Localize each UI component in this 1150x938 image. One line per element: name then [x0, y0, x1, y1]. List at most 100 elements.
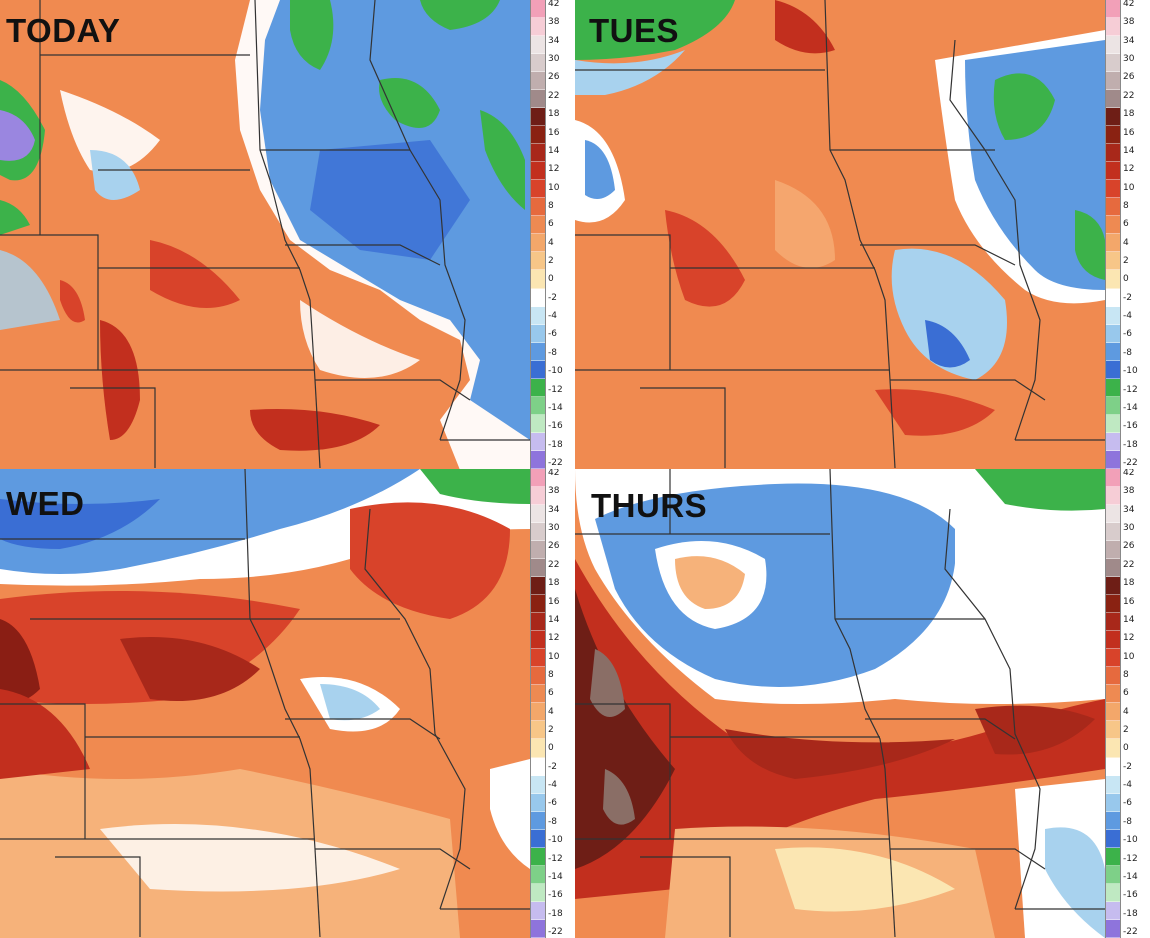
colorbar-swatch — [1106, 54, 1120, 73]
colorbar: 42 38 34 30 26 22 18 16 14 12 10 8 6 4 2 0 -2 -4 -6 -8 -10 -1… — [1105, 469, 1150, 938]
colorbar-swatch — [531, 180, 545, 199]
colorbar-tick-label: -2 — [548, 761, 557, 772]
colorbar-swatch — [1106, 739, 1120, 758]
colorbar-swatch — [1106, 595, 1120, 614]
colorbar-tick-label: 16 — [1123, 127, 1135, 138]
colorbar-swatch — [1106, 811, 1120, 830]
map-tues-field — [575, 0, 1105, 469]
colorbar-swatch — [531, 198, 545, 217]
colorbar-swatch — [531, 469, 545, 488]
colorbar-tick-label: 42 — [1123, 469, 1135, 478]
colorbar-swatch — [1106, 829, 1120, 848]
colorbar-swatch — [1106, 487, 1120, 506]
colorbar-tick-label: -22 — [548, 458, 563, 468]
colorbar-swatch — [1106, 72, 1120, 91]
state-borders — [0, 0, 530, 469]
colorbar-swatch — [531, 559, 545, 578]
colorbar-tick-label: -4 — [548, 780, 557, 791]
colorbar-tick-label: -10 — [548, 835, 563, 846]
colorbar-swatch — [531, 252, 545, 271]
colorbar-tick-label: -2 — [1123, 292, 1132, 303]
colorbar-swatch — [531, 811, 545, 830]
state-borders — [575, 0, 1105, 469]
colorbar-swatch — [531, 919, 545, 938]
colorbar-tick-label: -22 — [1123, 458, 1138, 468]
map-today-field — [0, 0, 530, 469]
colorbar-swatch — [1106, 324, 1120, 343]
panel-today: TODAY 42 38 34 30 26 22 18 16 14 12 10 8 6 4 2 0 -2 -4 -6-… — [0, 0, 575, 469]
colorbar-ticks: 42 38 34 30 26 22 18 16 14 12 10 8 6 4 2 0 -2 -4 -6 -8 -10 -1… — [1123, 0, 1150, 469]
colorbar-tick-label: 38 — [548, 17, 560, 28]
colorbar-swatch — [531, 126, 545, 145]
colorbar-tick-label: 18 — [1123, 109, 1135, 120]
colorbar-swatch — [1106, 469, 1120, 488]
colorbar-tick-label: -14 — [548, 402, 563, 413]
colorbar-swatch — [1106, 505, 1120, 524]
colorbar-tick-label: 2 — [1123, 725, 1129, 736]
colorbar-swatch — [531, 595, 545, 614]
colorbar-swatch — [1106, 360, 1120, 379]
colorbar-tick-label: -8 — [548, 816, 557, 827]
colorbar-swatch — [531, 775, 545, 794]
colorbar-swatch — [531, 793, 545, 812]
colorbar-tick-label: 42 — [548, 469, 560, 478]
state-borders — [0, 469, 530, 938]
colorbar-tick-label: -16 — [1123, 890, 1138, 901]
colorbar-swatch — [531, 396, 545, 415]
colorbar-tick-label: -4 — [548, 311, 557, 322]
colorbar-swatch — [1106, 613, 1120, 632]
colorbar-tick-label: 16 — [548, 596, 560, 607]
colorbar-tick-label: -8 — [1123, 347, 1132, 358]
colorbar-tick-label: -6 — [548, 329, 557, 340]
colorbar-swatch — [1106, 126, 1120, 145]
colorbar-swatch — [1106, 667, 1120, 686]
colorbar-tick-label: -10 — [1123, 835, 1138, 846]
colorbar-swatch — [1106, 18, 1120, 37]
colorbar-tick-label: -12 — [548, 853, 563, 864]
colorbar-swatch — [531, 649, 545, 668]
colorbar-tick-label: -2 — [1123, 761, 1132, 772]
map-wed-field — [0, 469, 530, 938]
colorbar-tick-label: 34 — [1123, 504, 1135, 515]
colorbar-tick-label: 42 — [548, 0, 560, 9]
colorbar-swatch — [531, 739, 545, 758]
colorbar-tick-label: 8 — [1123, 200, 1129, 211]
colorbar-tick-label: 18 — [548, 578, 560, 589]
panel-title: TUES — [589, 12, 680, 49]
colorbar: 42 38 34 30 26 22 18 16 14 12 10 8 6 4 2 0 -2 -4 -6 -8 -10 -1… — [530, 469, 575, 938]
colorbar-swatch — [1106, 901, 1120, 920]
colorbar-swatch — [1106, 523, 1120, 542]
colorbar-tick-label: 0 — [1123, 274, 1129, 285]
map-thurs — [575, 469, 1105, 938]
colorbar-tick-label: -8 — [548, 347, 557, 358]
colorbar-swatch — [531, 901, 545, 920]
colorbar-tick-label: -12 — [548, 384, 563, 395]
colorbar-tick-label: 18 — [1123, 578, 1135, 589]
colorbar-tick-label: 2 — [1123, 256, 1129, 267]
colorbar-tick-label: 8 — [548, 200, 554, 211]
colorbar-swatch — [531, 450, 545, 469]
colorbar-tick-label: -18 — [1123, 908, 1138, 919]
colorbar-swatch — [531, 883, 545, 902]
colorbar-strip — [530, 0, 546, 469]
colorbar: 42 38 34 30 26 22 18 16 14 12 10 8 6 4 2 0 -2 -4 -6 -8 -10 -1… — [1105, 0, 1150, 469]
colorbar-swatch — [531, 90, 545, 109]
colorbar-swatch — [531, 432, 545, 451]
colorbar-swatch — [1106, 559, 1120, 578]
colorbar-tick-label: -12 — [1123, 853, 1138, 864]
colorbar-swatch — [531, 342, 545, 361]
colorbar-tick-label: 42 — [1123, 0, 1135, 9]
colorbar-tick-label: 14 — [1123, 145, 1135, 156]
colorbar-tick-label: 14 — [548, 614, 560, 625]
colorbar-swatch — [1106, 378, 1120, 397]
colorbar-swatch — [531, 487, 545, 506]
colorbar-tick-label: 0 — [548, 743, 554, 754]
colorbar-tick-label: 12 — [548, 633, 560, 644]
colorbar-swatch — [1106, 793, 1120, 812]
colorbar-swatch — [531, 324, 545, 343]
colorbar-tick-label: -16 — [548, 890, 563, 901]
colorbar-tick-label: -22 — [548, 927, 563, 937]
colorbar-ticks: 42 38 34 30 26 22 18 16 14 12 10 8 6 4 2 0 -2 -4 -6 -8 -10 -1… — [548, 469, 575, 938]
colorbar-swatch — [531, 54, 545, 73]
colorbar-tick-label: -18 — [548, 908, 563, 919]
